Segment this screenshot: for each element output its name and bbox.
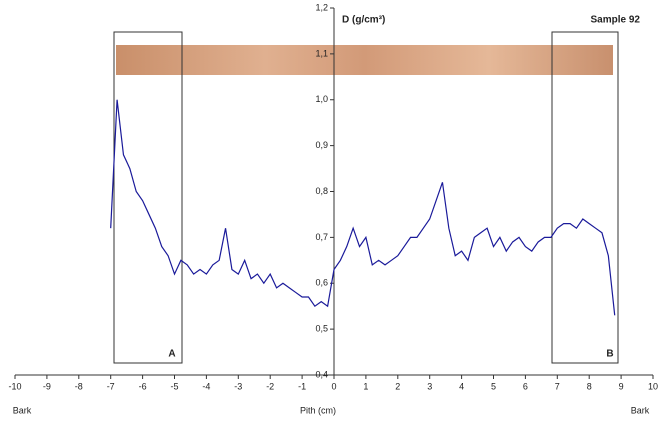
- data-line: [110, 99, 616, 316]
- y-tick-label: 1,1: [315, 48, 328, 58]
- annotation: A: [168, 349, 175, 360]
- x-tick-label: 8: [587, 381, 592, 391]
- x-tick-label: -8: [75, 381, 83, 391]
- x-tick-label: -2: [266, 381, 274, 391]
- x-tick-label: 6: [523, 381, 528, 391]
- y-tick-label: 1,0: [315, 94, 328, 104]
- x-tick-label: -9: [43, 381, 51, 391]
- x-tick-label: -4: [202, 381, 210, 391]
- x-tick-label: -3: [234, 381, 242, 391]
- x-tick-label: -7: [107, 381, 115, 391]
- x-tick-label: 10: [648, 381, 658, 391]
- x-tick-label: 4: [459, 381, 464, 391]
- x-tick-label: 7: [555, 381, 560, 391]
- region-box-b: [551, 31, 619, 364]
- y-tick-label: 0,6: [315, 278, 328, 288]
- side-label: Bark: [631, 405, 650, 415]
- y-tick-label: 0,5: [315, 324, 328, 334]
- region-box-a: [113, 31, 183, 364]
- x-axis-label: Pith (cm): [300, 405, 336, 415]
- y-tick-label: 0,7: [315, 232, 328, 242]
- y-axis-label: D (g/cm³): [342, 15, 385, 26]
- y-tick-label: 0,8: [315, 186, 328, 196]
- wood-sample-strip: [116, 45, 613, 75]
- x-tick-label: -10: [8, 381, 21, 391]
- x-tick-label: -1: [298, 381, 306, 391]
- x-tick-label: 5: [491, 381, 496, 391]
- x-tick-label: 2: [395, 381, 400, 391]
- x-tick-label: -5: [170, 381, 178, 391]
- y-tick-label: 0,4: [315, 369, 328, 379]
- y-tick-label: 1,2: [315, 2, 328, 12]
- x-tick-label: -6: [139, 381, 147, 391]
- y-tick-label: 0,9: [315, 140, 328, 150]
- x-tick-label: 1: [363, 381, 368, 391]
- x-tick-label: 9: [619, 381, 624, 391]
- x-tick-label: 3: [427, 381, 432, 391]
- x-tick-label: 0: [331, 381, 336, 391]
- side-label: Bark: [13, 405, 32, 415]
- chart-title: Sample 92: [591, 15, 641, 26]
- annotation: B: [606, 349, 613, 360]
